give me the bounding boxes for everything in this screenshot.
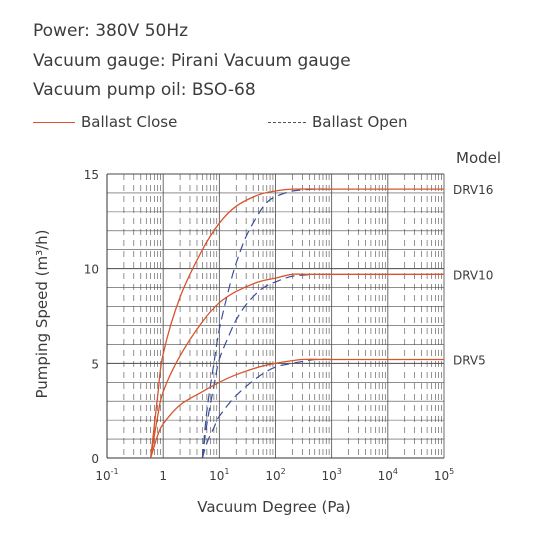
x-tick-label: 105 bbox=[434, 467, 454, 483]
legend-open-label: Ballast Open bbox=[312, 113, 408, 131]
chart-tick-labels: 0 5 10 15 10-1 1 101 102 103 104 105 bbox=[84, 168, 454, 483]
power-spec: Power: 380V 50Hz bbox=[33, 21, 189, 41]
drv16-ballast-open-line bbox=[201, 188, 332, 459]
x-tick-label: 104 bbox=[378, 467, 398, 483]
x-axis-label: Vacuum Degree (Pa) bbox=[197, 498, 351, 516]
drv10-ballast-close-line bbox=[150, 273, 444, 459]
legend-dashed-line-icon bbox=[268, 122, 306, 123]
drv10-model-label: DRV10 bbox=[453, 268, 493, 282]
y-axis-label: Pumping Speed (m³/h) bbox=[33, 229, 51, 398]
y-tick-label: 5 bbox=[91, 357, 99, 371]
chart-series bbox=[150, 188, 444, 459]
y-tick-label: 10 bbox=[84, 263, 99, 277]
x-tick-label: 103 bbox=[321, 467, 341, 483]
drv5-ballast-close-line bbox=[150, 358, 444, 459]
x-tick-label: 102 bbox=[265, 467, 285, 483]
chart-labels: Model Vacuum Degree (Pa) Pumping Speed (… bbox=[33, 149, 501, 516]
chart-grid bbox=[106, 173, 445, 459]
pump-oil-spec: Vacuum pump oil: BSO-68 bbox=[33, 80, 256, 100]
x-tick-label: 1 bbox=[159, 469, 167, 483]
legend-solid-line-icon bbox=[33, 122, 75, 123]
legend-ballast-close: Ballast Close bbox=[33, 113, 177, 133]
x-tick-label: 10-1 bbox=[95, 467, 118, 483]
y-tick-label: 15 bbox=[84, 168, 99, 182]
vacuum-gauge-spec: Vacuum gauge: Pirani Vacuum gauge bbox=[33, 51, 351, 71]
drv16-model-label: DRV16 bbox=[453, 183, 493, 197]
drv16-ballast-close-line bbox=[150, 188, 444, 459]
model-header: Model bbox=[456, 149, 501, 167]
legend-close-label: Ballast Close bbox=[81, 113, 178, 131]
legend-ballast-open: Ballast Open bbox=[268, 113, 408, 133]
x-tick-label: 101 bbox=[209, 467, 229, 483]
drv10-ballast-open-line bbox=[201, 273, 315, 459]
y-tick-label: 0 bbox=[91, 452, 99, 466]
drv5-model-label: DRV5 bbox=[453, 354, 486, 368]
drv5-ballast-open-line bbox=[201, 358, 332, 459]
